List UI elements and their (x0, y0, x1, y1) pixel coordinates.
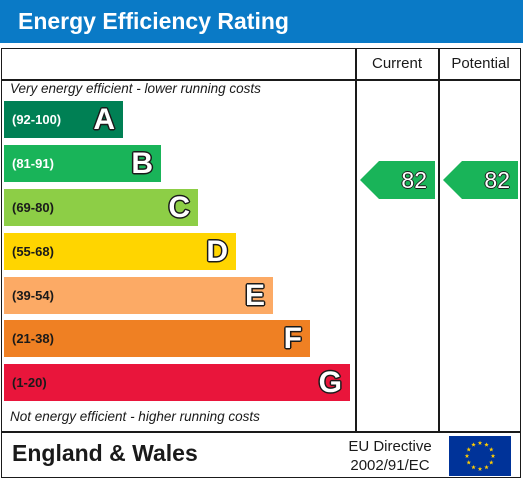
divider-potential (438, 48, 440, 432)
band-b: (81-91) B (4, 145, 161, 182)
band-range-label: (81-91) (12, 156, 54, 171)
current-rating-arrow: 82 (360, 161, 435, 199)
eu-star-icon (471, 464, 476, 470)
current-rating-value: 82 (401, 167, 427, 193)
note-bottom: Not energy efficient - higher running co… (10, 409, 260, 424)
band-letter: C (168, 191, 190, 224)
band-range-label: (55-68) (12, 244, 54, 259)
band-range-label: (1-20) (12, 375, 47, 390)
band-letter: F (283, 322, 302, 355)
eu-star-icon (488, 460, 494, 465)
footer-divider (1, 431, 521, 433)
eu-star-icon (477, 440, 483, 445)
band-range-label: (69-80) (12, 200, 54, 215)
band-f: (21-38) F (4, 320, 310, 357)
rating-frame (1, 48, 521, 478)
potential-rating-value: 82 (484, 167, 510, 193)
eu-directive: EU Directive 2002/91/EC (338, 437, 442, 475)
divider-current (355, 48, 357, 432)
eu-flag-icon (449, 436, 511, 476)
column-potential: Potential (451, 55, 510, 72)
band-letter: G (318, 366, 342, 399)
band-letter: E (244, 279, 265, 312)
potential-rating-arrow: 82 (443, 161, 518, 199)
band-range-label: (21-38) (12, 331, 54, 346)
potential-arrow-shape (443, 161, 518, 199)
region-label: England & Wales (12, 440, 198, 466)
eu-star-icon (484, 464, 489, 470)
eu-star-icon (464, 453, 470, 458)
header-divider (1, 79, 521, 81)
eu-star-icon (471, 442, 476, 447)
eu-star-icon (488, 447, 494, 452)
eu-directive-line2: 2002/91/EC (350, 457, 430, 474)
band-range-label: (39-54) (12, 288, 54, 303)
band-range-label: (92-100) (12, 112, 62, 127)
band-letter: D (206, 235, 228, 268)
eu-star-icon (466, 447, 472, 452)
page-title: Energy Efficiency Rating (0, 0, 523, 43)
band-letter: B (131, 147, 153, 180)
column-current: Current (371, 55, 423, 72)
eu-star-icon (490, 453, 496, 458)
band-c: (69-80) C (4, 189, 198, 226)
eu-directive-line1: EU Directive (348, 438, 432, 455)
current-arrow-shape (360, 161, 435, 199)
band-a: (92-100) A (4, 101, 123, 138)
note-top: Very energy efficient - lower running co… (10, 81, 261, 96)
band-e: (39-54) E (4, 277, 273, 314)
eu-star-icon (484, 442, 489, 447)
eu-star-icon (466, 460, 472, 465)
eu-star-icon (477, 466, 483, 471)
band-d: (55-68) D (4, 233, 236, 270)
band-g: (1-20) G (4, 364, 350, 401)
band-letter: A (93, 103, 115, 136)
